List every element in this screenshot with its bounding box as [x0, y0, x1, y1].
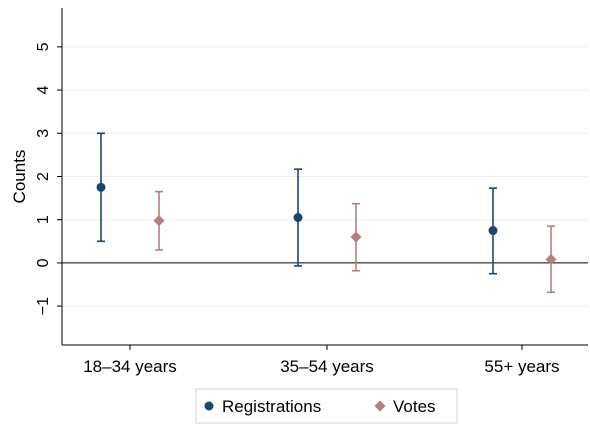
legend-box — [195, 388, 458, 424]
x-tick-label: 18–34 years — [83, 357, 177, 376]
data-marks — [96, 132, 557, 294]
point-marker — [350, 231, 362, 243]
data-point-votes-1 — [153, 190, 165, 251]
point-marker — [96, 182, 106, 192]
data-point-registrations-2 — [293, 168, 303, 267]
y-tick-label: 3 — [35, 129, 52, 138]
legend: Registrations Votes — [195, 388, 458, 424]
x-tick-label: 55+ years — [484, 357, 559, 376]
point-marker — [293, 213, 303, 223]
legend-item-registrations: Registrations — [204, 397, 321, 416]
data-point-registrations-3 — [488, 187, 498, 275]
point-marker — [153, 215, 165, 227]
legend-label: Votes — [393, 397, 436, 416]
legend-item-votes: Votes — [374, 397, 436, 416]
y-tick-label: 1 — [35, 215, 52, 224]
axes — [57, 8, 588, 350]
legend-label: Registrations — [222, 397, 321, 416]
legend-marker — [204, 401, 214, 411]
y-axis-title: Counts — [10, 150, 29, 204]
data-point-votes-2 — [350, 202, 362, 272]
grid-lines — [62, 46, 588, 307]
y-tick-label: 4 — [35, 86, 52, 95]
data-point-votes-3 — [545, 225, 557, 294]
y-tick-label: 5 — [35, 42, 52, 51]
x-tick-label: 35–54 years — [280, 357, 374, 376]
point-marker — [545, 253, 557, 265]
axis-labels: −1 0 1 2 3 4 5 Counts 18–34 years 35–54 years 55+ … — [10, 42, 560, 376]
y-tick-label: −1 — [35, 297, 52, 315]
data-point-registrations-1 — [96, 132, 106, 243]
legend-marker — [374, 400, 386, 412]
y-tick-label: 2 — [35, 172, 52, 181]
point-marker — [488, 226, 498, 236]
y-tick-label: 0 — [35, 258, 52, 267]
